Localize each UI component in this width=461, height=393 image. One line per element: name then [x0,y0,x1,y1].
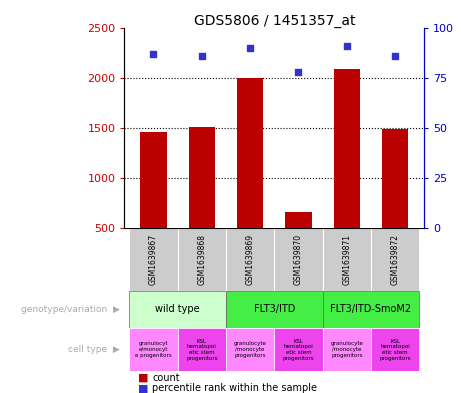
Bar [237,78,263,228]
Text: GSM1639868: GSM1639868 [197,234,207,285]
Text: cell type  ▶: cell type ▶ [68,345,120,354]
Bar [140,132,167,228]
Point [343,42,350,49]
Text: ■: ■ [138,383,149,393]
Text: GSM1639867: GSM1639867 [149,234,158,285]
Bar [129,328,177,371]
Text: GDS5806 / 1451357_at: GDS5806 / 1451357_at [194,14,355,28]
Point [391,52,399,59]
Text: granulocyte
/monocyte
progenitors: granulocyte /monocyte progenitors [234,342,266,358]
Bar [177,328,226,371]
Text: granulocyte
/monocyte
progenitors: granulocyte /monocyte progenitors [331,342,363,358]
Text: genotype/variation  ▶: genotype/variation ▶ [21,305,120,314]
Text: ■: ■ [138,373,149,383]
Point [295,68,302,75]
Text: count: count [152,373,180,383]
Bar [129,291,226,328]
Text: GSM1639871: GSM1639871 [342,234,351,285]
Text: KSL
hematopoi
etic stem
progenitors: KSL hematopoi etic stem progenitors [379,339,411,361]
Text: KSL
hematopoi
etic stem
progenitors: KSL hematopoi etic stem progenitors [283,339,314,361]
Bar [129,228,177,291]
Bar [226,328,274,371]
Bar [333,69,360,228]
Bar [323,328,371,371]
Text: GSM1639870: GSM1639870 [294,234,303,285]
Bar [189,127,215,228]
Text: FLT3/ITD-SmoM2: FLT3/ITD-SmoM2 [331,305,412,314]
Bar [177,228,226,291]
Text: wild type: wild type [155,305,200,314]
Text: FLT3/ITD: FLT3/ITD [254,305,295,314]
Bar [323,291,420,328]
Bar [371,228,420,291]
Point [150,50,157,57]
Text: granulocyt
e/monocyt
e progenitors: granulocyt e/monocyt e progenitors [135,342,172,358]
Point [247,44,254,51]
Bar [382,129,408,228]
Bar [371,328,420,371]
Bar [226,291,323,328]
Bar [226,228,274,291]
Point [198,52,206,59]
Text: percentile rank within the sample: percentile rank within the sample [152,383,317,393]
Text: GSM1639869: GSM1639869 [246,234,254,285]
Text: GSM1639872: GSM1639872 [390,234,400,285]
Bar [323,228,371,291]
Text: KSL
hematopoi
etic stem
progenitors: KSL hematopoi etic stem progenitors [186,339,218,361]
Bar [274,328,323,371]
Bar [274,228,323,291]
Bar [285,212,312,228]
